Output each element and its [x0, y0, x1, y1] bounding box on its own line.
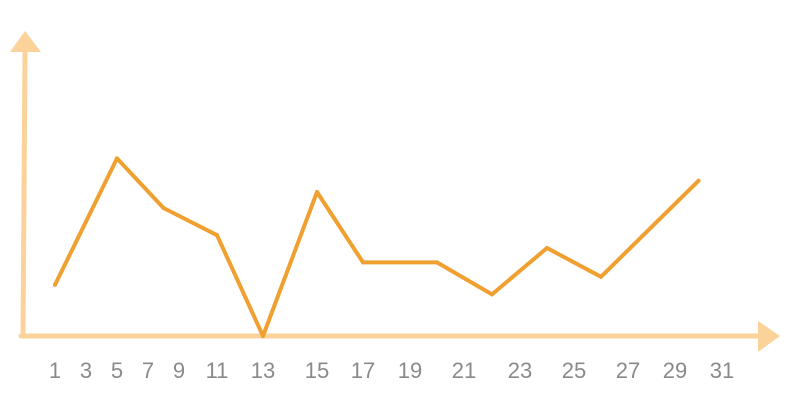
x-tick-label: 1 [49, 358, 61, 383]
x-tick-label: 25 [562, 358, 586, 383]
y-axis-line [20, 49, 28, 339]
x-tick-label: 27 [616, 358, 640, 383]
data-point [490, 292, 494, 297]
x-axis-arrow-icon [758, 321, 780, 352]
x-tick-label: 7 [142, 358, 154, 383]
x-tick-label: 15 [305, 358, 329, 383]
x-tick-label: 13 [251, 358, 275, 383]
data-point [161, 206, 166, 210]
data-point [215, 233, 219, 238]
series-line [53, 156, 701, 338]
data-point [435, 260, 439, 265]
data-point [361, 260, 365, 265]
data-point [261, 334, 265, 338]
data-point [53, 282, 57, 287]
x-tick-label: 29 [663, 358, 687, 383]
x-tick-label: 23 [508, 358, 532, 383]
x-tick-label: 31 [710, 358, 734, 383]
x-tick-label: 3 [80, 358, 92, 383]
data-point [315, 190, 319, 194]
x-tick-label: 21 [452, 358, 476, 383]
data-point [696, 178, 701, 183]
x-tick-label: 17 [351, 358, 375, 383]
x-tick-label: 19 [398, 358, 422, 383]
x-tick-labels: 1 3 5 7 9 11 13 15 17 19 21 23 25 27 29 31 [49, 358, 734, 383]
axes [10, 31, 780, 352]
x-tick-label: 9 [173, 358, 185, 383]
data-point [599, 274, 603, 279]
y-axis-arrow-icon [10, 31, 41, 52]
x-tick-label: 5 [111, 358, 123, 383]
x-tick-label: 11 [206, 358, 229, 383]
data-point [115, 156, 119, 161]
data-point [545, 246, 549, 250]
series-layer [53, 156, 701, 338]
